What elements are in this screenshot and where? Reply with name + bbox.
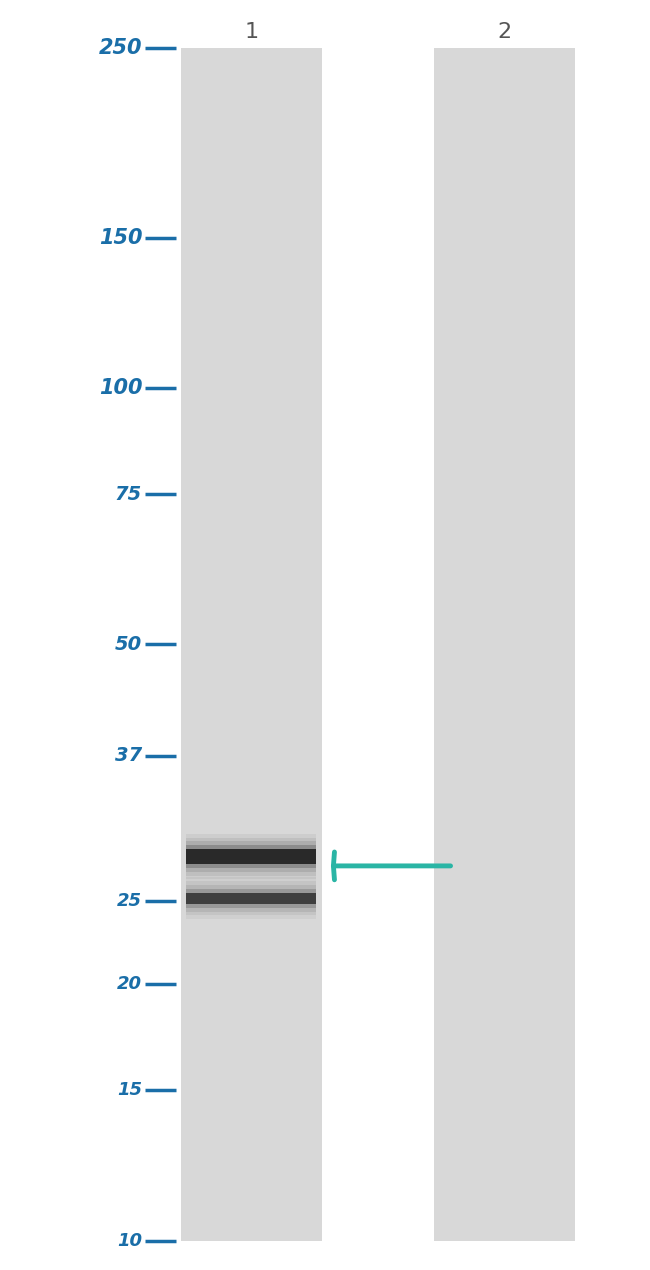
Text: 250: 250 bbox=[99, 38, 142, 58]
Bar bbox=[187, 893, 316, 904]
Text: 15: 15 bbox=[117, 1082, 142, 1100]
Bar bbox=[434, 48, 575, 1241]
Text: 50: 50 bbox=[115, 635, 142, 654]
Text: 25: 25 bbox=[117, 893, 142, 911]
Bar bbox=[187, 878, 316, 919]
Bar bbox=[187, 842, 316, 871]
Bar bbox=[187, 889, 316, 908]
Text: 75: 75 bbox=[115, 485, 142, 504]
Bar bbox=[187, 838, 316, 875]
Text: 1: 1 bbox=[244, 22, 258, 42]
Text: 150: 150 bbox=[99, 227, 142, 248]
Text: 10: 10 bbox=[117, 1232, 142, 1250]
Bar bbox=[187, 885, 316, 912]
Bar bbox=[187, 846, 316, 867]
Bar bbox=[187, 850, 316, 864]
Bar bbox=[181, 48, 322, 1241]
Text: 20: 20 bbox=[117, 975, 142, 993]
Bar bbox=[187, 881, 316, 916]
Text: 2: 2 bbox=[498, 22, 512, 42]
Text: 37: 37 bbox=[115, 747, 142, 766]
Text: 100: 100 bbox=[99, 377, 142, 398]
Bar bbox=[187, 834, 316, 879]
